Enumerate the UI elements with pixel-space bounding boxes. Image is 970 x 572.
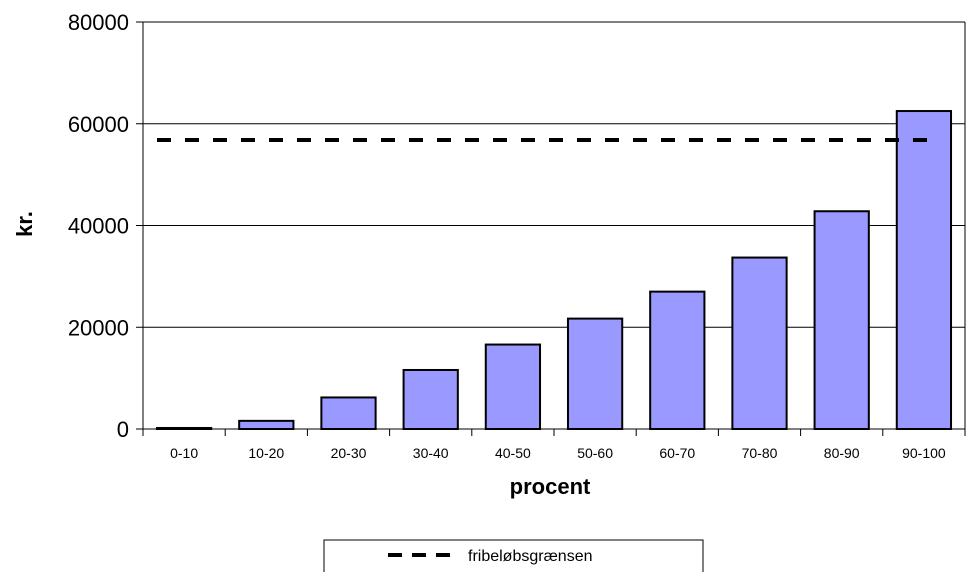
x-tick-labels: 0-10 10-20 20-30 30-40 40-50 50-60 60-70 70-80 8… <box>170 445 946 461</box>
y-tick-label: 80000 <box>68 10 129 35</box>
y-tick-label: 20000 <box>68 315 129 340</box>
y-tick-label: 40000 <box>68 214 129 239</box>
x-tick-label: 10-20 <box>248 445 284 461</box>
y-axis-title: kr. <box>12 211 37 237</box>
bar-70-80 <box>731 256 788 430</box>
x-tick-label: 50-60 <box>577 445 613 461</box>
bar-50-60 <box>566 317 624 431</box>
legend-box <box>323 539 704 572</box>
x-tick-label: 20-30 <box>331 445 367 461</box>
legend: fribeløbsgrænsen <box>323 539 704 572</box>
y-tick-label: 0 <box>117 417 129 442</box>
x-tick-label: 80-90 <box>824 445 860 461</box>
legend-label: fribeløbsgrænsen <box>468 548 593 565</box>
bar-80-90 <box>813 210 870 430</box>
axes <box>142 22 966 436</box>
x-tick-label: 40-50 <box>495 445 531 461</box>
bar-90-100 <box>895 110 953 430</box>
x-tick-label: 0-10 <box>170 445 198 461</box>
x-tick-label: 60-70 <box>659 445 695 461</box>
bar-10-20 <box>238 419 295 430</box>
bars <box>155 110 953 431</box>
x-axis-title: procent <box>510 474 591 499</box>
x-tick-label: 30-40 <box>413 445 449 461</box>
bar-40-50 <box>484 343 542 430</box>
bar-60-70 <box>649 290 706 431</box>
y-tick-labels: 0 20000 40000 60000 80000 <box>68 10 129 442</box>
bar-30-40 <box>402 368 459 430</box>
bar-20-30 <box>320 396 377 430</box>
x-tick-label: 70-80 <box>742 445 778 461</box>
y-tick-label: 60000 <box>68 112 129 137</box>
x-tick-label: 90-100 <box>902 445 946 461</box>
